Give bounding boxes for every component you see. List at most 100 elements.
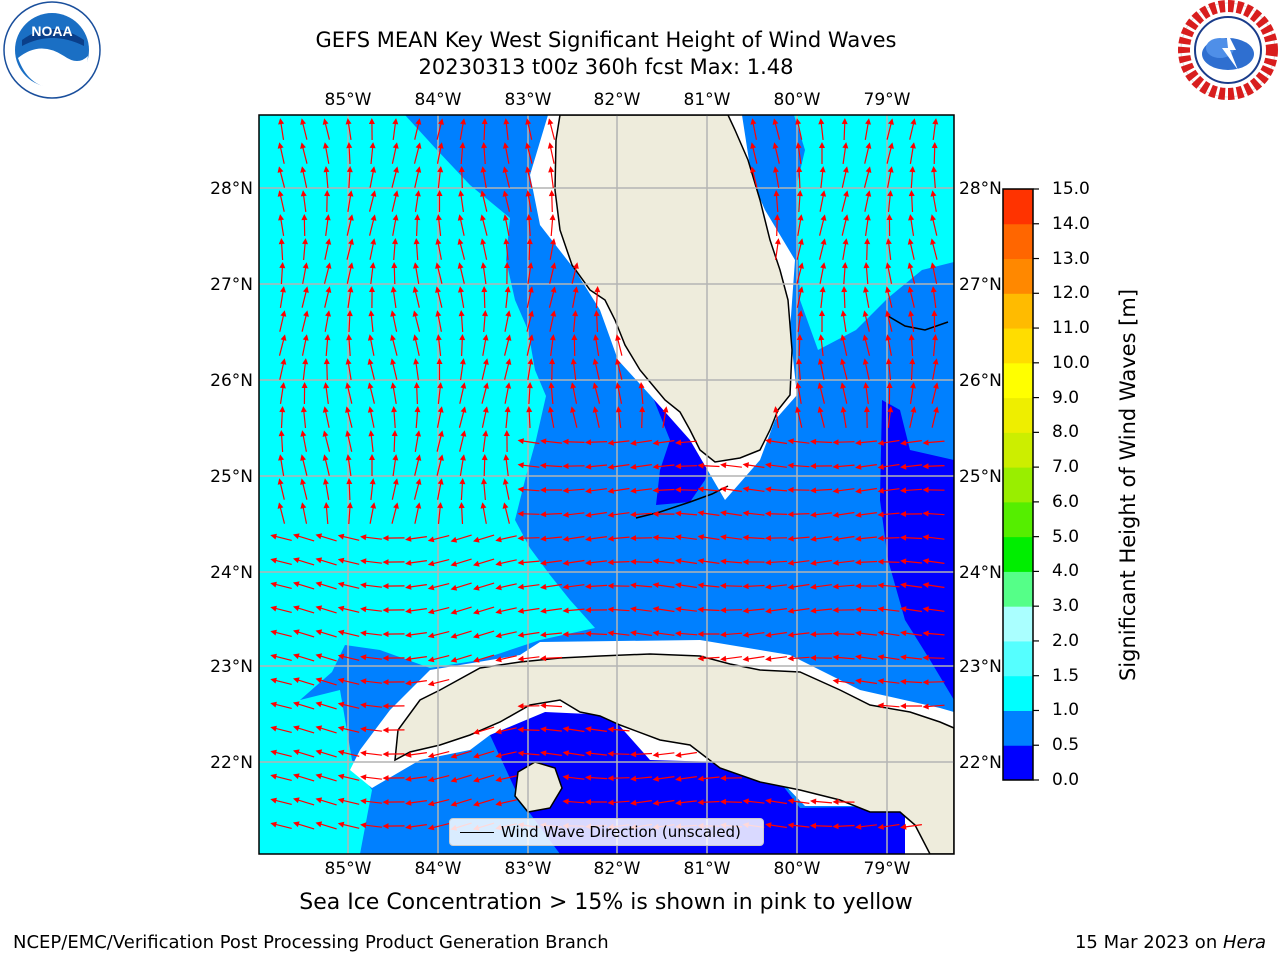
wind-arrow-head <box>930 286 937 293</box>
lon-label-bottom-85: 85°W <box>325 859 372 879</box>
wind-arrow-head <box>459 142 466 149</box>
wind-arrow-head <box>855 606 862 613</box>
wind-arrow-head <box>863 286 869 293</box>
wind-arrow-head <box>360 678 367 685</box>
wind-arrow-head <box>787 462 794 469</box>
wind-arrow-head <box>795 406 801 413</box>
credit-host: Hera <box>1222 932 1266 953</box>
colorbar-tick-label: 6.0 <box>1052 491 1080 512</box>
wind-arrow-head <box>303 310 309 317</box>
wind-arrow-head <box>412 334 419 341</box>
wind-arrow-head <box>367 358 374 365</box>
wind-arrow-head <box>922 703 929 710</box>
wind-arrow-head <box>270 821 277 828</box>
wind-arrow-head <box>368 118 375 124</box>
wind-arrow-head <box>630 582 637 589</box>
wind-arrow-head <box>525 142 531 149</box>
wind-arrow-head <box>908 190 915 197</box>
wind-arrow-head <box>382 703 389 710</box>
wind-arrow-head <box>293 653 300 660</box>
wind-arrow-head <box>517 750 524 757</box>
wind-arrow-head <box>300 502 307 509</box>
wind-arrow-head <box>405 583 412 590</box>
colorbar-tick-label: 0.5 <box>1052 735 1080 756</box>
wind-arrow-head <box>517 535 524 542</box>
wind-arrow-head <box>517 510 524 517</box>
wind-arrow-head <box>480 502 487 509</box>
wind-arrow-head <box>324 190 331 197</box>
wind-arrow-head <box>607 535 614 542</box>
wind-arrow-head <box>517 726 524 733</box>
wind-arrow-head <box>922 558 929 565</box>
wind-arrow-head <box>842 142 849 149</box>
wind-arrow-head <box>787 583 794 590</box>
wind-arrow-head <box>900 630 907 637</box>
wind-arrow-head <box>505 382 512 389</box>
wind-arrow-head <box>540 511 547 518</box>
wind-arrow-head <box>630 535 637 542</box>
wind-arrow-head <box>527 334 534 341</box>
wind-arrow-head <box>638 382 645 389</box>
wind-arrow-head <box>517 583 524 590</box>
wind-arrow-head <box>819 166 826 173</box>
colorbar-segment <box>1003 223 1033 260</box>
wind-arrow-head <box>391 430 398 437</box>
wind-arrow-head <box>630 439 637 446</box>
wind-arrow-head <box>540 535 547 542</box>
wind-arrow-head <box>817 406 824 413</box>
wind-arrow-head <box>810 631 817 638</box>
wind-arrow-head <box>562 487 569 494</box>
wind-arrow-head <box>930 238 936 245</box>
wind-arrow-head <box>930 262 937 269</box>
wind-arrow-head <box>405 751 412 758</box>
wind-arrow-head <box>540 702 547 709</box>
wind-arrow-head <box>458 310 465 317</box>
wind-arrow-head <box>877 511 884 518</box>
colorbar-segment <box>1003 536 1033 572</box>
wind-arrow-head <box>367 382 374 389</box>
wind-arrow-head <box>415 502 422 509</box>
wind-arrow-head <box>585 630 592 637</box>
wind-arrow-head <box>798 238 804 245</box>
wind-arrow-head <box>482 310 488 317</box>
wind-arrow-head <box>450 776 458 783</box>
wind-arrow-head <box>795 118 802 125</box>
wind-arrow-head <box>502 502 509 509</box>
wind-arrow-head <box>887 406 894 413</box>
wind-arrow-head <box>480 238 487 245</box>
wind-arrow-head <box>427 776 435 783</box>
wind-arrow-head <box>293 821 300 828</box>
wind-arrow-head <box>540 655 547 662</box>
wind-arrow-head <box>615 382 622 389</box>
wind-arrow-head <box>585 799 591 805</box>
wind-arrow-head <box>450 584 458 591</box>
wind-arrow-head <box>765 631 772 638</box>
wind-arrow-head <box>392 238 398 245</box>
wind-arrow-head <box>457 214 464 221</box>
wind-arrow-head <box>502 190 509 197</box>
wind-arrow-head <box>315 605 323 612</box>
wind-arrow-head <box>562 583 569 590</box>
wind-arrow-head <box>630 487 637 494</box>
wind-arrow-head <box>540 631 547 638</box>
wind-arrow-head <box>922 679 929 686</box>
colorbar-tick-label: 1.0 <box>1052 700 1080 721</box>
colorbar-tick-label: 0.0 <box>1052 770 1080 790</box>
wind-arrow-head <box>323 142 329 149</box>
wind-arrow-head <box>652 799 659 806</box>
wind-arrow-head <box>652 439 659 446</box>
wind-arrow-head <box>765 583 772 590</box>
wind-arrow-head <box>570 406 576 413</box>
wind-arrow-head <box>607 582 614 589</box>
wind-arrow-head <box>382 679 389 686</box>
wind-arrow-head <box>370 166 377 173</box>
wind-arrow-head <box>525 166 531 173</box>
wind-arrow-head <box>832 678 839 685</box>
wind-arrow-head <box>630 463 637 470</box>
wind-arrow-head <box>270 629 277 636</box>
chart-title: GEFS MEAN Key West Significant Height of… <box>315 28 897 52</box>
lat-label-right-26: 26°N <box>959 371 1002 391</box>
wind-arrow-head <box>832 630 839 637</box>
wind-arrow-head <box>503 430 510 436</box>
wind-arrow-head <box>795 382 802 389</box>
